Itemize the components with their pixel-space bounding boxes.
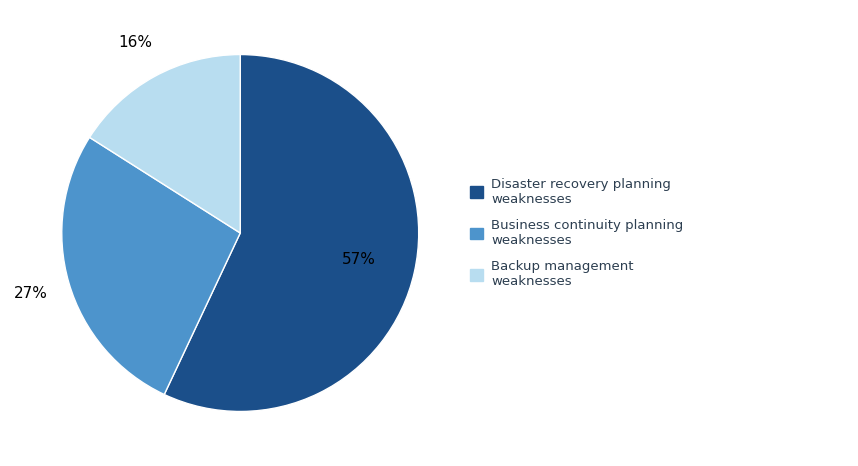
Wedge shape — [62, 137, 240, 395]
Wedge shape — [89, 55, 240, 233]
Wedge shape — [164, 55, 419, 411]
Legend: Disaster recovery planning
weaknesses, Business continuity planning
weaknesses, : Disaster recovery planning weaknesses, B… — [470, 178, 683, 288]
Text: 57%: 57% — [341, 252, 376, 267]
Text: 16%: 16% — [118, 34, 153, 50]
Text: 27%: 27% — [15, 286, 48, 301]
